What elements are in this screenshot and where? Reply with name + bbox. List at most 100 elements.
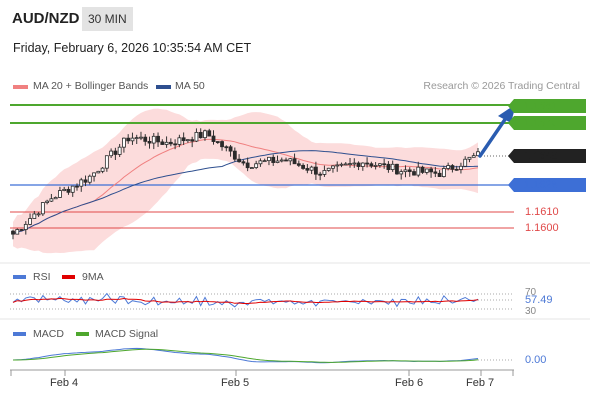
candle [386,163,391,170]
candle [433,171,438,174]
candle [160,141,165,145]
candle [113,150,118,155]
candle [343,163,348,166]
candle [267,156,271,162]
candle [11,230,15,235]
candle [429,168,433,173]
rsi-ma-legend-swatch [62,275,75,279]
candle [122,137,126,148]
candle [313,166,318,175]
current-price-badge: 1.1648 [508,149,586,163]
rsi-value-label: 57.49 [525,294,553,306]
candle [62,188,67,191]
attribution-label: Research © 2026 Trading Central [423,80,580,92]
candle [296,163,301,166]
candle [348,163,352,165]
candle [437,172,442,177]
candle [237,158,242,163]
candle [156,135,160,143]
candle [117,146,122,155]
candle [365,162,369,165]
candle [79,179,84,187]
xaxis-label-feb4: Feb 4 [50,377,79,389]
candle [139,136,143,139]
candle [207,130,212,137]
candle [322,170,327,175]
candle [164,141,169,145]
candle [66,188,71,193]
candle [360,162,365,167]
support-1-label: 1.1610 [525,206,559,218]
candle [215,141,220,143]
candle [168,141,173,145]
candle [15,229,20,235]
candle [28,218,32,225]
bollinger-band [13,108,478,254]
candle [194,131,199,142]
candle [335,164,340,167]
resistance-1-badge: 1.1670 [508,116,586,130]
candle [186,139,190,142]
xaxis-label-feb6: Feb 6 [395,377,424,389]
candle [143,136,148,142]
rsi-legend-swatch [13,275,26,279]
candle [109,150,114,157]
candle [19,229,24,231]
candle [446,165,451,169]
candle [420,166,425,173]
macd-signal-line [13,348,479,363]
candle [275,160,280,163]
candles-group [11,128,480,240]
candle [377,163,382,166]
candle [181,137,186,142]
support-2-label: 1.1600 [525,222,559,234]
resistance-2-badge: 1.1681 [508,99,586,113]
candle [407,169,412,172]
candle [331,165,335,169]
candle [58,190,62,198]
rsi-level-30-label: 30 [525,306,537,317]
candle [70,185,75,193]
candle [83,179,88,183]
candle [96,170,101,174]
candle [177,137,182,145]
candle [339,163,344,166]
candle [305,168,310,171]
candle [326,167,331,171]
datetime-label: Friday, February 6, 2026 10:35:54 AM CET [13,41,252,55]
candle [301,164,305,169]
candle [382,163,387,166]
candle [403,169,408,173]
candle [288,158,293,162]
candle [75,185,79,188]
candle [198,131,203,139]
candle [147,140,152,144]
candle [32,213,37,219]
candle [309,166,314,171]
candle [23,223,28,230]
candle [454,168,459,171]
candle [40,202,45,215]
timeframe-badge[interactable]: 30 MIN [82,7,133,31]
ma50-legend-swatch [156,85,171,89]
macd-signal-legend-swatch [76,332,89,336]
candle [373,165,378,167]
candle [467,156,472,160]
xaxis-label-feb7: Feb 7 [466,377,495,389]
candle [471,155,476,158]
candle [318,173,323,176]
candle [412,171,416,176]
rsi-legend-label: RSI [33,271,51,283]
candle [241,161,246,164]
candle [224,146,229,149]
candle [126,137,131,142]
candle [459,165,463,170]
candle [258,160,263,165]
candle [49,198,54,202]
macd-value-label: 0.00 [525,354,547,366]
candle [173,143,178,146]
candle [356,162,361,167]
candle [416,166,421,176]
candle [262,160,267,163]
